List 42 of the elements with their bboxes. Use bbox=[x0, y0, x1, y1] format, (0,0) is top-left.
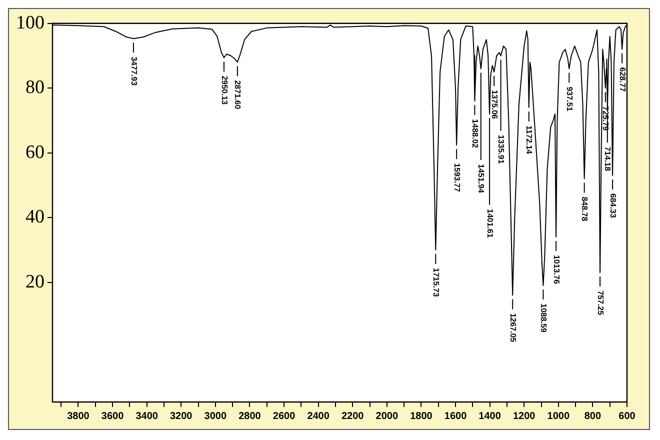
x-tick-label: 3600 bbox=[101, 410, 124, 422]
annotation: 2871.60 bbox=[233, 80, 242, 110]
x-tick-label: 1800 bbox=[410, 410, 433, 422]
annotation: 1267.05 bbox=[508, 313, 518, 343]
annotation: 1715.73 bbox=[431, 268, 440, 298]
annotation: 1088.59 bbox=[539, 304, 548, 333]
x-tick-label: 1000 bbox=[547, 410, 570, 422]
y-tick-label: 20 bbox=[26, 271, 44, 292]
x-tick-label: 2200 bbox=[341, 410, 364, 422]
x-tick-label: 600 bbox=[618, 410, 636, 422]
x-tick-label: 1200 bbox=[512, 410, 536, 422]
annotation: 684.33 bbox=[608, 193, 618, 219]
x-tick-label: 1400 bbox=[478, 410, 502, 422]
annotation: 757.25 bbox=[596, 290, 605, 316]
annotation: 1401.61 bbox=[485, 208, 494, 238]
y-tick-label: 100 bbox=[16, 12, 44, 34]
x-tick-label: 1600 bbox=[444, 410, 468, 422]
annotation: 1335.91 bbox=[496, 134, 506, 164]
annotation: 2950.13 bbox=[220, 76, 229, 106]
annotation: 1172.14 bbox=[524, 126, 534, 155]
annotation: 628.77 bbox=[618, 67, 627, 92]
annotation: 937.51 bbox=[564, 86, 574, 112]
annotation: 1593.77 bbox=[452, 163, 462, 193]
x-tick-label: 2400 bbox=[307, 410, 330, 422]
x-tick-label: 3200 bbox=[170, 410, 193, 422]
annotation: 1013.76 bbox=[552, 254, 561, 284]
x-tick-label: 3400 bbox=[136, 410, 158, 422]
x-tick-label: 2000 bbox=[376, 410, 398, 422]
x-tick-label: 3800 bbox=[67, 410, 90, 422]
annotation: 1488.02 bbox=[470, 119, 480, 149]
annotation: 714.18 bbox=[603, 146, 612, 172]
annotation: 1451.94 bbox=[476, 164, 486, 194]
annotation: 3477.93 bbox=[129, 56, 138, 86]
annotation: 1375.06 bbox=[490, 90, 499, 120]
y-tick-label: 60 bbox=[26, 142, 44, 163]
x-tick-label: 800 bbox=[584, 410, 602, 422]
y-tick-label: 80 bbox=[26, 77, 44, 98]
x-tick-label: 2800 bbox=[238, 410, 262, 422]
annotation: 848.78 bbox=[580, 196, 590, 222]
x-tick-label: 2600 bbox=[272, 410, 296, 422]
x-tick-label: 3000 bbox=[204, 410, 227, 422]
y-tick-label: 40 bbox=[26, 206, 44, 228]
